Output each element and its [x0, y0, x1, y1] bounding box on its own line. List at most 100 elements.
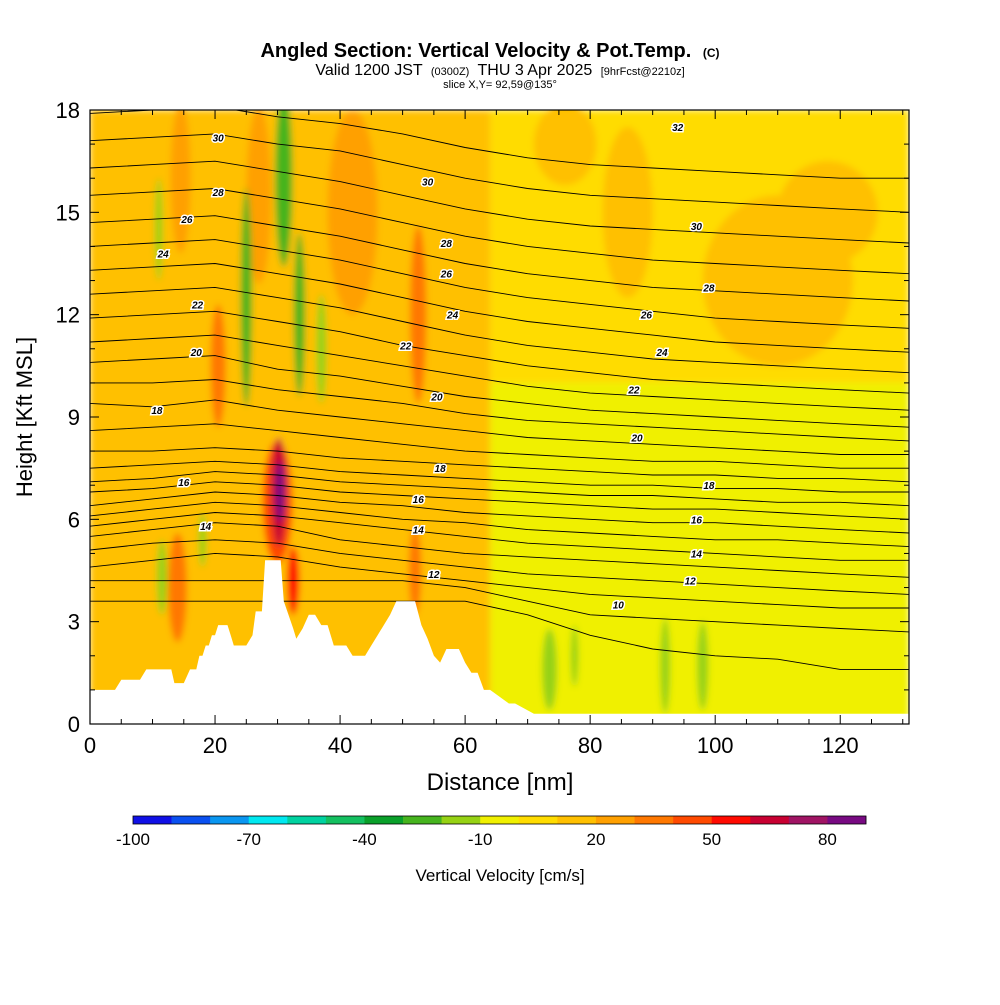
colorbar-tick-label: -40 [352, 830, 377, 849]
colorbar-frame [132, 815, 867, 825]
theta-contour-13 [90, 512, 909, 561]
theta-contour-20 [90, 423, 909, 469]
colorbar-swatch [750, 816, 790, 824]
colorbar-swatch [325, 816, 365, 824]
theta-contour-10 [90, 552, 909, 609]
colorbar-swatch [441, 816, 481, 824]
colorbar-swatch [210, 816, 250, 824]
theta-contour-15 [90, 491, 909, 534]
y-tick-label: 6 [68, 507, 80, 532]
theta-contour-18 [90, 460, 909, 493]
theta-contour-14 [90, 501, 909, 548]
contour-label: 28 [212, 188, 225, 199]
theta-contour-19 [90, 447, 909, 483]
colorbar-swatch [364, 816, 404, 824]
theta-contour-25 [90, 310, 909, 394]
subtitle-zulu: (0300Z) [431, 66, 470, 78]
contour-label: 12 [428, 570, 440, 581]
contour-label: 18 [703, 481, 715, 492]
velocity-cell-19 [570, 625, 579, 687]
velocity-cell-10 [327, 110, 378, 315]
colorbar-tick-label: 50 [702, 830, 721, 849]
theta-contour-28 [90, 239, 909, 329]
contour-label: 22 [399, 341, 412, 352]
velocity-cell-6 [410, 225, 427, 404]
x-axis: 0 20 40 60 80 100 120 [84, 110, 904, 758]
velocity-cell-14 [316, 294, 327, 404]
velocity-cell-23 [777, 161, 878, 264]
colorbar-swatch [287, 816, 327, 824]
y-tick-label: 12 [56, 303, 80, 328]
contour-label: 26 [180, 215, 193, 226]
theta-contour-29 [90, 215, 909, 302]
theta-contour-16 [90, 481, 909, 520]
contour-label: 22 [191, 300, 204, 311]
contour-label: 28 [440, 239, 453, 250]
contour-label: 14 [691, 549, 703, 560]
velocity-cell-12 [293, 232, 306, 397]
velocity-cell-17 [155, 178, 163, 281]
colorbar-swatch [711, 816, 751, 824]
velocity-cell-8 [210, 304, 226, 428]
velocity-cell-9 [246, 110, 272, 284]
contour-label: 20 [430, 393, 443, 404]
theta-contour-23 [90, 355, 909, 428]
velocity-cell-24 [602, 127, 653, 298]
contour-label: 24 [446, 311, 459, 322]
terrain-profile [90, 560, 909, 724]
contour-label: 16 [178, 478, 190, 489]
colorbar-swatch [827, 816, 867, 824]
velocity-cell-20 [660, 618, 671, 714]
contour-label: 16 [413, 495, 425, 506]
theta-contour-26 [90, 286, 909, 374]
velocity-cell-4 [168, 532, 187, 643]
colorbar-swatch [518, 816, 558, 824]
x-tick-label: 100 [697, 733, 734, 758]
x-tick-label: 0 [84, 733, 96, 758]
theta-contour-30 [90, 188, 909, 275]
y-tick-label: 3 [68, 610, 80, 635]
theta-contour-21 [90, 399, 909, 455]
contour-label: 14 [413, 526, 425, 537]
colorbar-swatch [595, 816, 635, 824]
chart-title: Angled Section: Vertical Velocity & Pot.… [260, 40, 719, 62]
theta-contour-31 [90, 160, 909, 244]
contour-label: 20 [190, 348, 203, 359]
chart-title-main: Angled Section: Vertical Velocity & Pot.… [260, 40, 691, 62]
x-tick-label: 80 [578, 733, 602, 758]
colorbar-swatch [171, 816, 211, 824]
colorbar-swatch [403, 816, 442, 824]
colorbar-tick-label: 20 [586, 830, 605, 849]
theta-contour-9 [90, 580, 909, 633]
plot-area: 30 28 26 24 22 20 18 16 14 32 30 30 28 28 26 26 24 24 22 22… [90, 110, 909, 724]
x-tick-label: 60 [453, 733, 477, 758]
theta-contour-27 [90, 263, 909, 353]
y-tick-label: 9 [68, 405, 80, 430]
y-tick-label: 0 [68, 712, 80, 737]
velocity-cell-5 [170, 110, 191, 254]
colorbar-swatch [788, 816, 828, 824]
velocity-cell-2 [275, 461, 285, 523]
contour-label: 18 [151, 406, 163, 417]
theta-contour-22 [90, 379, 909, 442]
velocity-cell-16 [198, 512, 207, 568]
theta-contour-8 [90, 600, 909, 670]
y-axis: 0 3 6 9 12 15 18 [56, 98, 909, 737]
velocity-cell-25 [533, 110, 597, 186]
subtitle-valid: Valid 1200 JST [315, 62, 423, 79]
contour-label: 32 [672, 123, 684, 134]
velocity-cell-18 [542, 628, 558, 711]
contour-label: 14 [200, 522, 212, 533]
contour-label: 30 [691, 222, 703, 233]
contour-label: 16 [691, 515, 703, 526]
x-tick-label: 20 [203, 733, 227, 758]
colorbar: -100 -70 -40 -10 20 50 80 [116, 815, 867, 849]
colorbar-tick-label: -10 [468, 830, 493, 849]
colorbar-swatch [248, 816, 288, 824]
theta-contour-24 [90, 334, 909, 411]
contour-label: 22 [627, 386, 640, 397]
colorbar-swatch [133, 816, 172, 824]
theta-contour-11 [90, 539, 909, 595]
x-tick-label: 120 [822, 733, 859, 758]
